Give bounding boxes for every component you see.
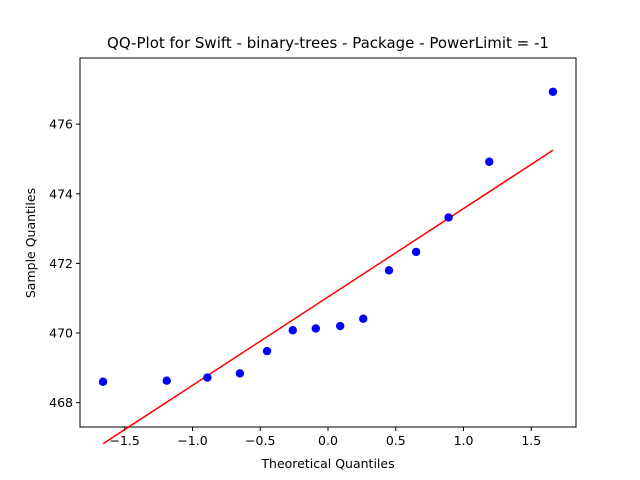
data-point — [444, 213, 453, 222]
x-tick-label: −0.5 — [245, 433, 275, 448]
y-tick-label: 470 — [49, 326, 73, 341]
x-tick-label: 1.5 — [521, 433, 541, 448]
data-series — [98, 87, 558, 445]
x-tick-label: −1.5 — [110, 433, 140, 448]
data-point — [311, 324, 321, 333]
data-point — [162, 376, 171, 385]
x-axis-title: Theoretical Quantiles — [260, 456, 394, 471]
y-axis-title: Sample Quantiles — [23, 188, 38, 298]
x-tick-label: 1.0 — [454, 433, 474, 448]
x-tick-label: 0.0 — [318, 433, 338, 448]
data-point — [411, 247, 421, 257]
data-point — [359, 314, 368, 323]
chart-title: QQ-Plot for Swift - binary-trees - Packa… — [107, 34, 549, 52]
x-tick-label: 0.5 — [386, 433, 406, 448]
data-point — [335, 321, 345, 331]
y-axis: 468 470 472 474 476 — [49, 117, 80, 410]
x-axis: −1.5 −1.0 −0.5 0.0 0.5 1.0 1.5 — [110, 427, 541, 448]
data-point — [235, 369, 245, 378]
data-point — [288, 326, 297, 335]
plot-area — [79, 57, 577, 428]
data-point — [384, 266, 394, 275]
y-tick-label: 472 — [49, 256, 73, 271]
data-point — [262, 346, 272, 356]
y-tick-label: 474 — [49, 186, 73, 201]
fit-line — [102, 149, 554, 445]
y-tick-label: 468 — [49, 395, 73, 410]
y-tick-label: 476 — [49, 117, 73, 132]
data-point — [485, 157, 494, 166]
data-point — [203, 373, 212, 382]
x-tick-label: −1.0 — [177, 433, 207, 448]
data-point — [548, 87, 558, 96]
data-point — [98, 377, 108, 386]
